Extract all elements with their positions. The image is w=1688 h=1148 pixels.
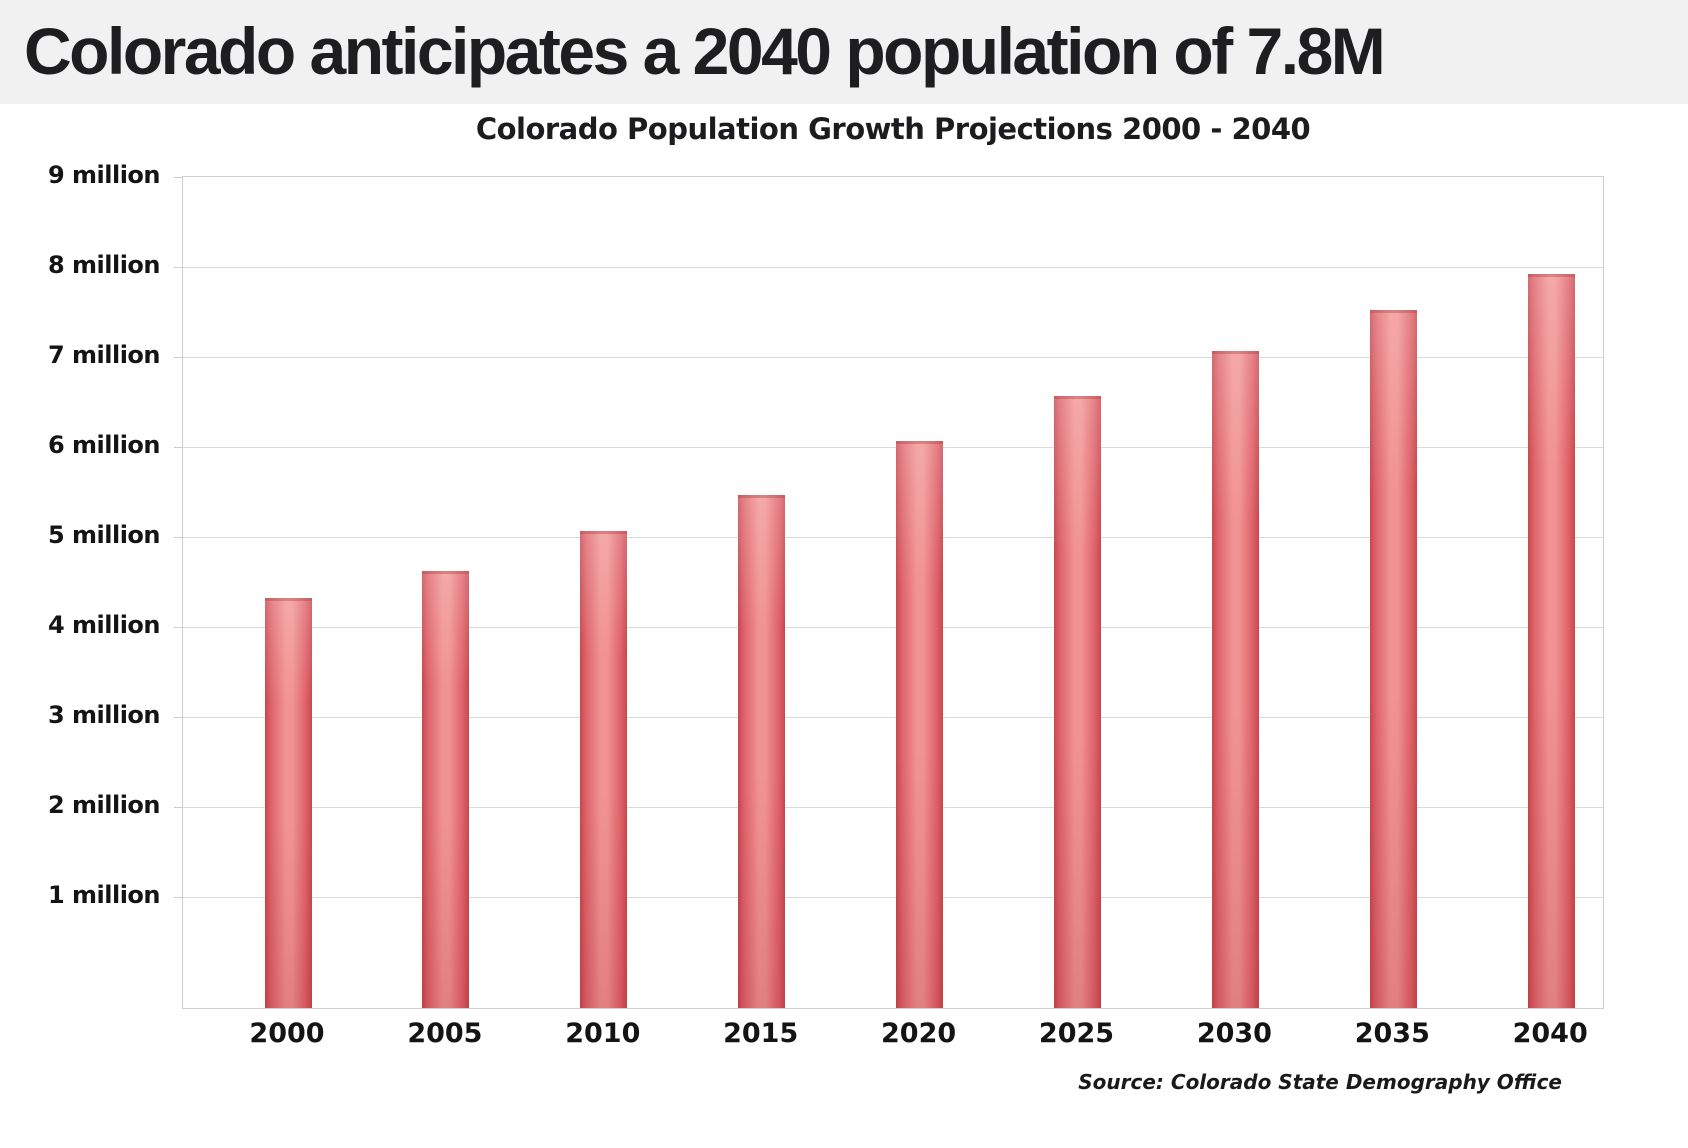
bar-2040 bbox=[1527, 274, 1575, 1008]
y-axis-tick-6-million bbox=[174, 447, 183, 448]
x-axis-label-2030: 2030 bbox=[1196, 1018, 1272, 1049]
y-axis-tick-7-million bbox=[174, 357, 183, 358]
x-axis-label-2015: 2015 bbox=[723, 1018, 799, 1049]
y-axis-tick-9-million bbox=[174, 177, 183, 178]
x-axis-label-2020: 2020 bbox=[881, 1018, 957, 1049]
x-axis-label-2035: 2035 bbox=[1354, 1018, 1430, 1049]
gridline-1-million bbox=[183, 897, 1603, 898]
y-axis-tick-8-million bbox=[174, 267, 183, 268]
masthead: Colorado anticipates a 2040 population o… bbox=[0, 0, 1688, 104]
bar-2005 bbox=[422, 571, 470, 1008]
x-axis-label-2010: 2010 bbox=[565, 1018, 641, 1049]
bar-2030 bbox=[1211, 350, 1259, 1008]
chart-title: Colorado Population Growth Projections 2… bbox=[475, 112, 1311, 146]
plot-area bbox=[174, 176, 1604, 1009]
gridline-8-million bbox=[183, 267, 1603, 268]
bar-2010 bbox=[580, 530, 628, 1008]
source-note: Source: Colorado State Demography Office bbox=[1078, 1070, 1562, 1094]
y-axis-tick-3-million bbox=[174, 717, 183, 718]
headline: Colorado anticipates a 2040 population o… bbox=[24, 14, 1386, 88]
gridline-7-million bbox=[183, 357, 1603, 358]
y-axis-tick-2-million bbox=[174, 807, 183, 808]
gridline-4-million bbox=[183, 627, 1603, 628]
x-axis-label-2040: 2040 bbox=[1512, 1018, 1588, 1049]
y-axis-label-2-million: 2 million bbox=[47, 791, 161, 819]
y-axis-tick-5-million bbox=[174, 537, 183, 538]
x-axis-label-2025: 2025 bbox=[1038, 1018, 1115, 1049]
gridline-5-million bbox=[183, 537, 1603, 538]
y-axis-label-9-million: 9 million bbox=[47, 161, 161, 189]
bar-2035 bbox=[1369, 310, 1417, 1008]
gridline-2-million bbox=[183, 807, 1603, 808]
y-axis-label-6-million: 6 million bbox=[47, 431, 161, 459]
x-axis-labels: 2000 2005 2010 2015 2020 2025 2030 2035 2040 bbox=[182, 1018, 1604, 1058]
bar-2020 bbox=[896, 440, 944, 1008]
y-axis-label-1-million: 1 million bbox=[47, 881, 161, 909]
gridline-6-million bbox=[183, 447, 1603, 448]
y-axis-label-5-million: 5 million bbox=[47, 521, 161, 549]
y-axis-label-4-million: 4 million bbox=[47, 611, 161, 639]
y-axis-label-7-million: 7 million bbox=[47, 341, 161, 369]
y-axis-tick-1-million bbox=[174, 897, 183, 898]
y-axis-tick-4-million bbox=[174, 627, 183, 628]
x-axis-label-2000: 2000 bbox=[249, 1018, 325, 1049]
x-axis-label-2005: 2005 bbox=[407, 1018, 483, 1049]
bar-2015 bbox=[738, 494, 786, 1008]
bar-2000 bbox=[264, 598, 312, 1008]
y-axis-label-8-million: 8 million bbox=[47, 251, 161, 279]
y-axis-label-3-million: 3 million bbox=[47, 701, 161, 729]
bar-2025 bbox=[1054, 395, 1101, 1008]
gridline-3-million bbox=[183, 717, 1603, 718]
